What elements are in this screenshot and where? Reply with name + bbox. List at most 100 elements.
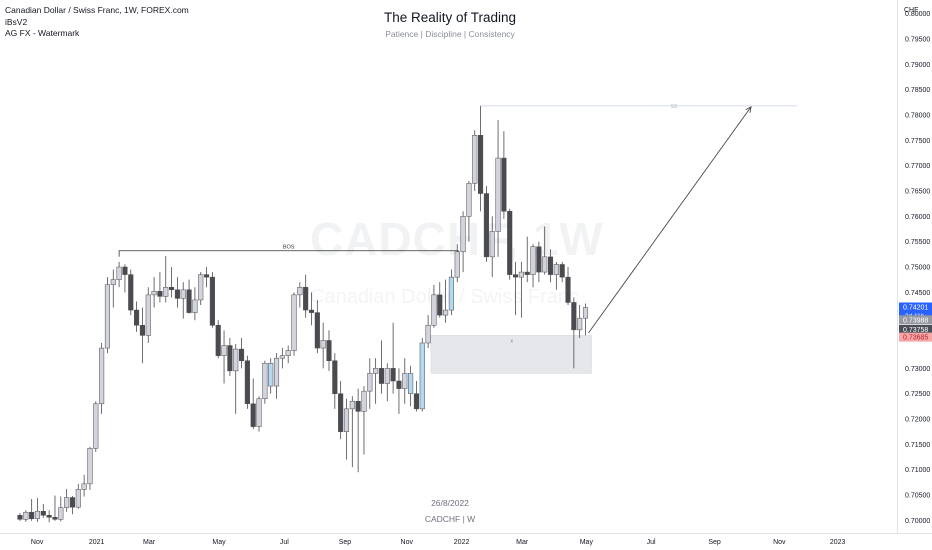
candle[interactable] [64,488,70,512]
candle[interactable] [582,303,589,336]
candle[interactable] [472,130,478,191]
demand-zone[interactable] [430,335,592,374]
candle[interactable] [524,236,530,283]
projection-arrow[interactable] [588,106,752,334]
candle[interactable] [40,504,46,518]
chart-legend[interactable]: Canadian Dollar / Swiss Franc, 1W, FOREX… [5,5,189,40]
candle[interactable] [530,244,536,288]
candle[interactable] [326,330,332,371]
candle[interactable] [215,320,221,359]
candle[interactable] [547,249,554,283]
candle[interactable] [145,287,151,343]
candle[interactable] [373,358,379,404]
candle[interactable] [116,261,122,288]
candle[interactable] [52,495,58,521]
candle[interactable] [408,365,414,407]
candle[interactable] [198,272,204,305]
candle[interactable] [297,282,303,308]
candle[interactable] [58,496,64,522]
candle[interactable] [431,284,437,328]
candle[interactable] [338,381,344,440]
candle[interactable] [46,510,52,523]
candle[interactable] [157,272,163,303]
bos-line[interactable] [118,250,459,257]
candle[interactable] [99,343,105,414]
legend-indicator-watermark[interactable]: AG FX - Watermark [5,28,80,38]
candle[interactable] [367,358,373,409]
candle[interactable] [256,396,262,432]
candle[interactable] [169,267,175,298]
candle[interactable] [536,241,542,283]
candle[interactable] [361,386,367,455]
candle[interactable] [186,279,192,314]
candle[interactable] [489,216,495,278]
candle[interactable] [553,261,559,290]
candle[interactable] [23,510,29,522]
candle[interactable] [250,378,256,430]
candle[interactable] [29,499,35,521]
candle[interactable] [244,355,250,409]
legend-indicator-ibs[interactable]: iBsV2 [5,16,28,27]
candle[interactable] [81,474,87,497]
candle[interactable] [17,513,23,521]
candle[interactable] [448,269,454,316]
candle[interactable] [93,401,99,452]
candle[interactable] [174,277,180,308]
candle[interactable] [308,292,315,326]
candle[interactable] [139,307,145,364]
candle[interactable] [390,322,396,394]
candle[interactable] [303,274,309,318]
candle[interactable] [209,272,215,328]
candle[interactable] [238,337,245,369]
candle[interactable] [443,279,449,323]
candle[interactable] [483,185,489,262]
candle[interactable] [104,277,111,354]
candle[interactable] [518,261,524,318]
candle[interactable] [396,368,402,414]
candle[interactable] [565,267,571,305]
candle[interactable] [402,358,408,404]
candle[interactable] [110,269,116,308]
candle[interactable] [151,277,157,308]
candle[interactable] [577,305,583,338]
candle[interactable] [495,120,501,257]
candle[interactable] [75,483,81,509]
candle[interactable] [285,345,291,364]
candle[interactable] [87,446,93,490]
candle[interactable] [221,330,227,384]
candle[interactable] [343,398,350,460]
candle[interactable] [466,180,472,242]
candle[interactable] [437,282,443,318]
candle[interactable] [332,353,338,409]
candle[interactable] [571,297,577,369]
candle[interactable] [355,388,361,473]
candle[interactable] [163,255,169,303]
candle[interactable] [413,381,419,412]
candle[interactable] [507,208,513,280]
candle[interactable] [478,105,484,212]
candle[interactable] [559,261,565,283]
candle[interactable] [419,337,425,412]
candle[interactable] [378,340,385,394]
candle[interactable] [384,363,390,402]
candle[interactable] [227,337,233,376]
candle[interactable] [425,315,431,349]
candle[interactable] [273,353,280,399]
candle[interactable] [291,292,297,356]
candle[interactable] [320,322,326,369]
candle[interactable] [34,498,41,522]
candle[interactable] [128,269,134,316]
candle[interactable] [204,267,210,288]
candle[interactable] [192,287,198,321]
candle[interactable] [279,348,285,369]
candle[interactable] [349,396,355,468]
candle[interactable] [314,299,320,354]
candle[interactable] [134,301,140,332]
candle[interactable] [180,282,186,319]
candle[interactable] [454,244,460,283]
candle[interactable] [122,264,128,293]
candle[interactable] [501,131,507,219]
candle[interactable] [542,226,548,275]
